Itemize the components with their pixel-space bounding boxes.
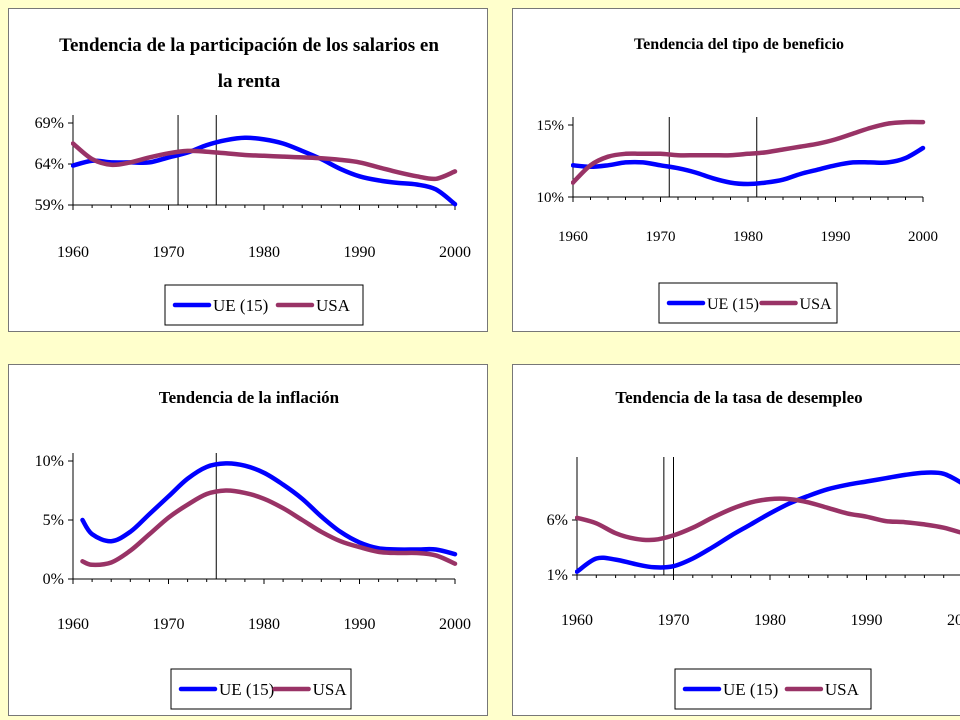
x-tick-label: 2000 bbox=[947, 612, 960, 629]
chart-title-line: la renta bbox=[218, 71, 281, 92]
legend-label-ue: UE (15) bbox=[219, 680, 274, 699]
x-tick-label: 1980 bbox=[754, 612, 786, 629]
x-tick-label: 1990 bbox=[344, 244, 376, 261]
series-line-usa bbox=[80, 488, 458, 568]
x-tick-label: 2000 bbox=[439, 244, 471, 261]
chart-title-line: Tendencia del tipo de beneficio bbox=[634, 36, 844, 53]
legend-label-ue: UE (15) bbox=[707, 296, 759, 313]
y-tick-label: 64% bbox=[35, 156, 64, 173]
chart-title-line: Tendencia de la tasa de desempleo bbox=[615, 388, 862, 407]
legend-label-ue: UE (15) bbox=[723, 680, 778, 699]
y-tick-label: 6% bbox=[547, 512, 568, 529]
series-line-ue bbox=[80, 461, 458, 557]
x-tick-label: 1970 bbox=[658, 612, 690, 629]
chart-panel-unemployment: Tendencia de la tasa de desempleo 1% 6% 196… bbox=[512, 364, 960, 716]
y-tick-label: 15% bbox=[537, 118, 565, 134]
legend-label-usa: USA bbox=[313, 680, 348, 699]
legend-label-usa: USA bbox=[316, 296, 351, 315]
x-tick-label: 1980 bbox=[248, 244, 280, 261]
x-tick-label: 1960 bbox=[561, 612, 593, 629]
x-tick-label: 1990 bbox=[821, 229, 851, 245]
y-tick-label: 10% bbox=[537, 190, 565, 206]
y-tick-label: 10% bbox=[35, 453, 64, 470]
x-tick-label: 1970 bbox=[153, 244, 185, 261]
series-line-usa bbox=[575, 496, 960, 543]
chart-title-line: Tendencia de la participación de los sal… bbox=[59, 35, 439, 56]
legend-label-ue: UE (15) bbox=[213, 296, 268, 315]
y-tick-label: 1% bbox=[547, 567, 568, 584]
chart-wages: Tendencia de la participación de los sal… bbox=[35, 35, 471, 326]
x-tick-label: 1990 bbox=[344, 616, 376, 633]
x-tick-label: 1960 bbox=[558, 229, 588, 245]
series-group bbox=[571, 119, 926, 187]
legend-label-usa: USA bbox=[800, 296, 832, 313]
x-tick-label: 1970 bbox=[153, 616, 185, 633]
chart-unemployment: Tendencia de la tasa de desempleo 1% 6% 196… bbox=[547, 388, 960, 710]
x-tick-label: 1960 bbox=[57, 244, 89, 261]
chart-inflation: Tendencia de la inflación 0% 5% 10% 1960 1970… bbox=[35, 388, 471, 710]
x-tick-label: 1980 bbox=[733, 229, 763, 245]
legend-label-usa: USA bbox=[825, 680, 860, 699]
series-group bbox=[575, 470, 960, 574]
series-line-ue bbox=[571, 145, 926, 187]
series-group bbox=[80, 461, 458, 568]
x-tick-label: 2000 bbox=[908, 229, 938, 245]
x-tick-label: 2000 bbox=[439, 616, 471, 633]
y-tick-label: 5% bbox=[43, 512, 64, 529]
series-line-usa bbox=[71, 141, 458, 182]
chart-panel-wages: Tendencia de la participación de los sal… bbox=[8, 8, 488, 332]
x-tick-label: 1960 bbox=[57, 616, 89, 633]
chart-panel-inflation: Tendencia de la inflación 0% 5% 10% 1960 1970… bbox=[8, 364, 488, 716]
series-line-usa bbox=[571, 119, 926, 185]
y-tick-label: 69% bbox=[35, 115, 64, 132]
chart-profit-rate: Tendencia del tipo de beneficio 10% 15% 196… bbox=[537, 36, 938, 324]
chart-panel-profit-rate: Tendencia del tipo de beneficio 10% 15% 196… bbox=[512, 8, 960, 332]
x-tick-label: 1980 bbox=[248, 616, 280, 633]
x-tick-label: 1990 bbox=[851, 612, 883, 629]
y-tick-label: 59% bbox=[35, 197, 64, 214]
series-line-ue bbox=[575, 470, 960, 574]
chart-title-line: Tendencia de la inflación bbox=[159, 388, 340, 407]
y-tick-label: 0% bbox=[43, 571, 64, 588]
series-group bbox=[71, 135, 458, 207]
x-tick-label: 1970 bbox=[646, 229, 676, 245]
